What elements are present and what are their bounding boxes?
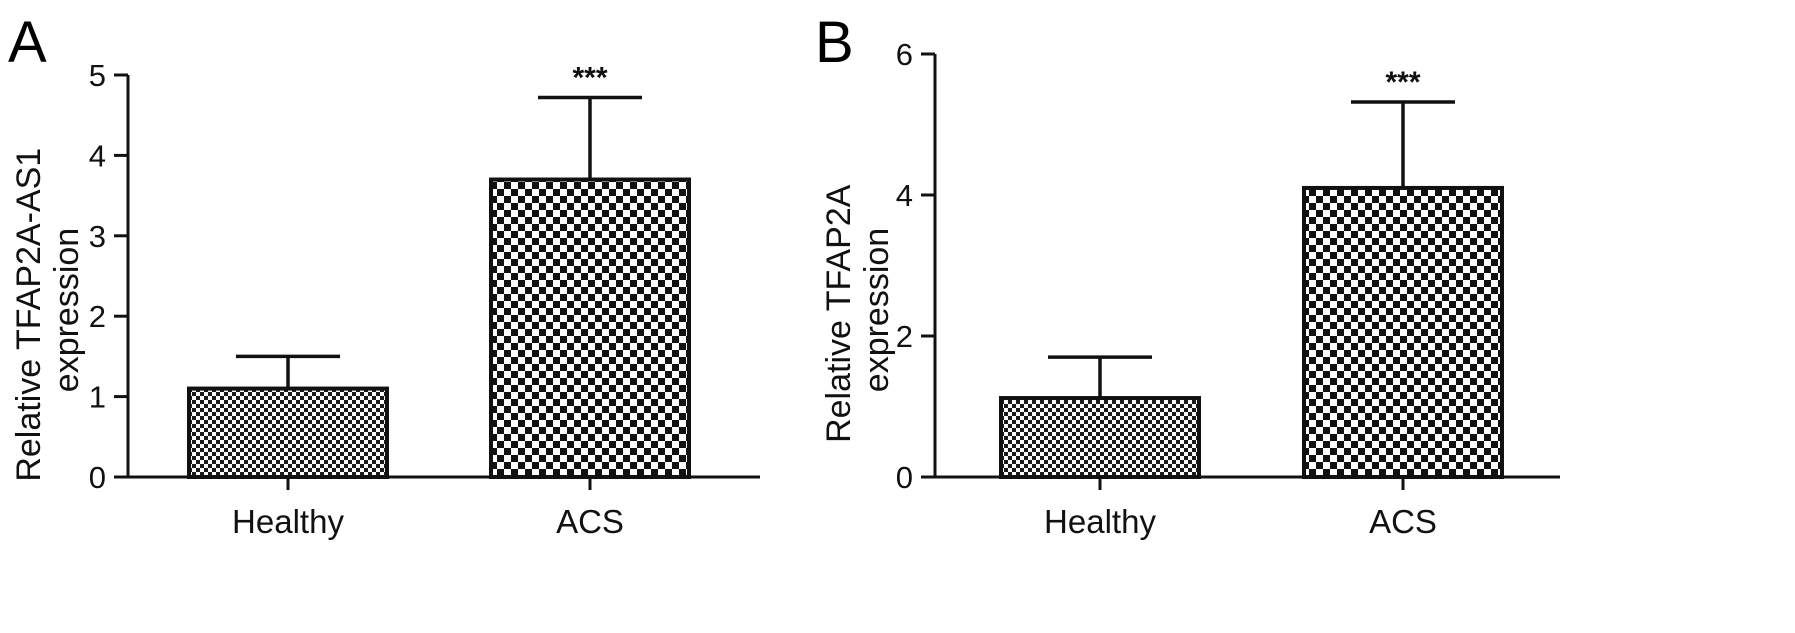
y-tick-label: 3: [89, 219, 106, 254]
y-tick-label: 2: [896, 319, 913, 354]
y-axis-title-line-2: expression: [48, 228, 86, 392]
axes-b: 0 2 4 6 Healthy ACS: [896, 37, 1560, 540]
bar-acs: [489, 177, 691, 480]
bar-healthy: [187, 386, 389, 479]
x-tick-label: ACS: [1369, 503, 1437, 540]
panel-b: B Relative TFAP2A expression 0 2 4 6 Healthy…: [815, 10, 1560, 540]
y-tick-label: 0: [89, 460, 106, 495]
y-tick-label: 5: [89, 58, 106, 93]
bar-healthy: [999, 396, 1201, 480]
y-tick-label: 4: [896, 178, 913, 213]
panel-letter-b: B: [815, 10, 854, 75]
significance-label: ***: [1385, 66, 1420, 99]
axes-a: 0 1 2 3 4 5 Healthy ACS: [89, 58, 760, 540]
y-axis-title-line-2: expression: [858, 228, 896, 392]
y-tick-label: 4: [89, 138, 106, 173]
x-tick-label: ACS: [556, 503, 624, 540]
panel-a: A Relative TFAP2A-AS1 expression 0 1 2 3 4 5 H…: [8, 10, 760, 540]
x-tick-label: Healthy: [1044, 503, 1156, 540]
bar-acs: [1302, 185, 1504, 479]
y-tick-label: 0: [896, 460, 913, 495]
y-tick-label: 6: [896, 37, 913, 72]
y-axis-title-b: Relative TFAP2A expression: [820, 177, 896, 443]
y-tick-label: 2: [89, 299, 106, 334]
y-axis-title-line-1: Relative TFAP2A: [820, 184, 858, 443]
bars-b: ***: [999, 66, 1504, 480]
y-axis-title-a: Relative TFAP2A-AS1 expression: [10, 138, 86, 481]
bars-a: ***: [187, 62, 691, 480]
panel-letter-a: A: [8, 10, 47, 75]
y-axis-title-line-1: Relative TFAP2A-AS1: [10, 148, 48, 482]
significance-label: ***: [572, 62, 607, 95]
y-tick-label: 1: [89, 380, 106, 415]
x-tick-label: Healthy: [232, 503, 344, 540]
